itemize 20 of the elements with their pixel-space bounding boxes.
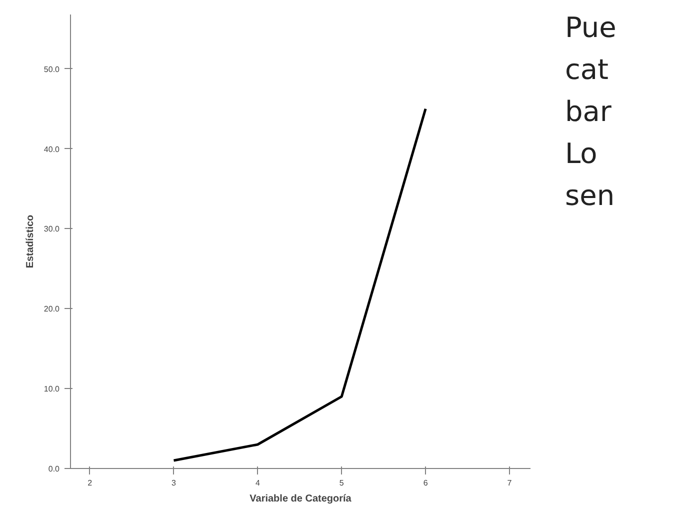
x-tick-label: 4 <box>255 478 260 488</box>
x-tick-label: 3 <box>172 478 177 488</box>
line-series <box>172 108 427 462</box>
x-tick-label: 7 <box>507 478 512 488</box>
y-axis-title: Estadístico <box>24 214 36 268</box>
text: bar <box>565 94 612 130</box>
text: Pue <box>565 10 616 46</box>
x-axis-title: Variable de Categoría <box>250 494 352 504</box>
y-tick-label: 40.0 <box>44 144 60 154</box>
y-tick-label: 30.0 <box>44 224 60 234</box>
text: cat <box>565 52 610 88</box>
text: sen <box>565 178 616 214</box>
y-tick-label: 20.0 <box>44 304 60 314</box>
text: Lo <box>565 136 598 172</box>
x-tick-label: 2 <box>88 478 93 488</box>
y-tick-label: 50.0 <box>44 64 60 74</box>
y-tick-label: 0.0 <box>48 464 60 474</box>
x-tick-label: 5 <box>339 478 344 488</box>
x-tick-label: 6 <box>423 478 428 488</box>
y-tick-label: 10.0 <box>44 384 60 394</box>
